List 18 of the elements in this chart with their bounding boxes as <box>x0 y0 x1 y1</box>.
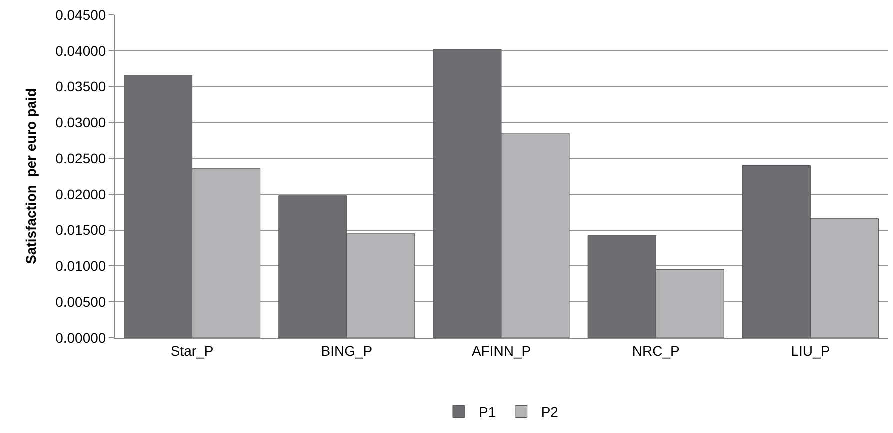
y-tick-label: 0.00000 <box>56 330 106 346</box>
y-tick-label: 0.03500 <box>56 78 106 95</box>
x-tick-label: AFINN_P <box>472 342 532 359</box>
y-axis-title: Satisfaction per euro paid <box>23 88 40 264</box>
y-tick-label: 0.04500 <box>56 6 106 23</box>
y-tick-label: 0.00500 <box>56 294 106 310</box>
y-tick-label: 0.04000 <box>56 42 106 59</box>
x-tick-label: Star_P <box>170 342 214 359</box>
y-tick-label: 0.01500 <box>56 222 106 238</box>
y-tick-label: 0.02500 <box>56 150 106 166</box>
y-tick-label: 0.03000 <box>56 114 106 131</box>
y-tick-label: 0.02000 <box>56 186 106 202</box>
x-tick-label: BING_P <box>321 342 373 359</box>
x-tick-label: LIU_P <box>791 342 830 359</box>
y-tick-label: 0.01000 <box>56 258 106 274</box>
legend-label: P2 <box>541 404 559 420</box>
legend-label: P1 <box>479 404 496 420</box>
x-tick-label: NRC_P <box>632 342 680 359</box>
